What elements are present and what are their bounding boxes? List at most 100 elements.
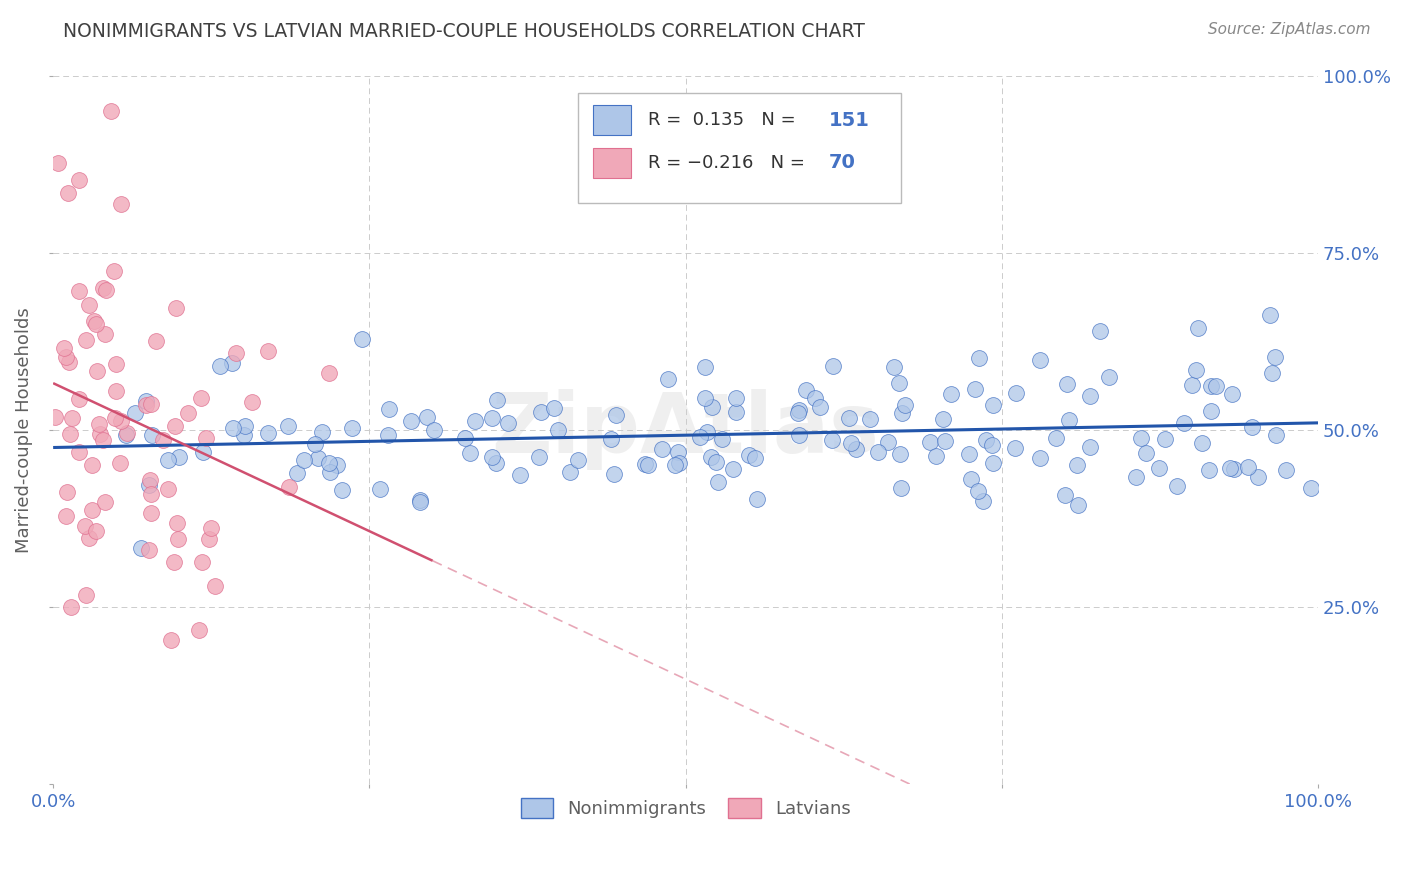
Point (980, 437, 1002, 451)
Point (277, 418, 299, 433)
Point (1125, 470, 1147, 484)
Point (1004, 441, 1026, 455)
Point (67, 284, 90, 298)
Point (918, 434, 941, 449)
Point (416, 409, 439, 424)
Point (177, 406, 200, 420)
Text: Source: ZipAtlas.com: Source: ZipAtlas.com (1208, 22, 1371, 37)
Point (318, 456, 340, 470)
Point (190, 391, 212, 405)
Y-axis label: Married-couple Households: Married-couple Households (15, 307, 32, 553)
Point (104, 411, 127, 425)
Point (957, 447, 980, 461)
Point (204, 579, 226, 593)
Point (115, 428, 138, 442)
Point (1045, 431, 1067, 445)
Point (1237, 459, 1260, 474)
Point (974, 433, 997, 447)
Point (409, 495, 432, 509)
Point (138, 543, 160, 558)
Point (75, 588, 97, 602)
Point (233, 428, 256, 442)
Point (377, 402, 399, 417)
Point (138, 478, 160, 492)
Point (69, 173, 91, 187)
Point (1067, 498, 1090, 512)
Point (1149, 461, 1171, 475)
Point (1187, 321, 1209, 335)
Point (1264, 428, 1286, 442)
Point (256, 425, 278, 440)
Point (1098, 370, 1121, 384)
Point (165, 418, 187, 433)
Point (485, 393, 508, 408)
Point (326, 458, 349, 472)
Point (156, 452, 179, 467)
Point (925, 449, 948, 463)
Point (1299, 481, 1322, 495)
Point (1005, 386, 1028, 401)
Legend: Nonimmigrants, Latvians: Nonimmigrants, Latvians (513, 790, 858, 825)
Point (56, 484, 79, 499)
Point (77, 298, 100, 312)
Point (747, 491, 769, 506)
Point (139, 506, 162, 520)
Point (319, 466, 342, 480)
Point (543, 401, 565, 415)
Point (285, 466, 308, 480)
Point (1198, 463, 1220, 477)
Point (721, 462, 744, 476)
Point (188, 624, 211, 638)
Point (94, 495, 117, 509)
Point (198, 533, 221, 547)
Point (86, 317, 108, 331)
Point (60, 410, 83, 425)
Point (69, 392, 91, 406)
Point (377, 428, 399, 442)
Point (93, 281, 115, 295)
Point (1205, 379, 1227, 393)
Point (1029, 451, 1052, 466)
Point (1057, 413, 1080, 427)
Point (46, 156, 69, 170)
Point (1247, 469, 1270, 483)
Point (115, 425, 138, 440)
Point (96, 283, 118, 297)
Point (530, 405, 553, 419)
Point (167, 450, 190, 464)
FancyBboxPatch shape (593, 148, 631, 178)
Point (240, 395, 263, 409)
Point (1053, 488, 1076, 502)
Point (55, 350, 77, 364)
Point (693, 359, 716, 374)
Point (804, 392, 827, 406)
FancyBboxPatch shape (578, 94, 901, 203)
Point (1222, 461, 1244, 475)
Point (931, 411, 953, 425)
Point (668, 456, 690, 470)
Point (1199, 403, 1222, 417)
Point (1201, 379, 1223, 393)
Point (129, 541, 152, 555)
Point (963, 382, 986, 396)
Point (1184, 363, 1206, 377)
Point (887, 376, 910, 391)
Point (352, 332, 374, 346)
Point (821, 433, 844, 447)
Point (839, 435, 862, 450)
Point (82, 458, 104, 472)
Point (725, 391, 748, 405)
Point (191, 445, 214, 459)
Text: R =  0.135   N =: R = 0.135 N = (648, 112, 801, 129)
Point (967, 484, 990, 499)
Point (693, 391, 716, 405)
Text: 70: 70 (828, 153, 855, 172)
Point (1258, 308, 1281, 322)
Point (135, 394, 157, 409)
Point (105, 357, 128, 371)
Point (823, 359, 845, 373)
Point (340, 421, 363, 435)
Point (527, 450, 550, 464)
Point (311, 425, 333, 439)
Point (651, 442, 673, 457)
